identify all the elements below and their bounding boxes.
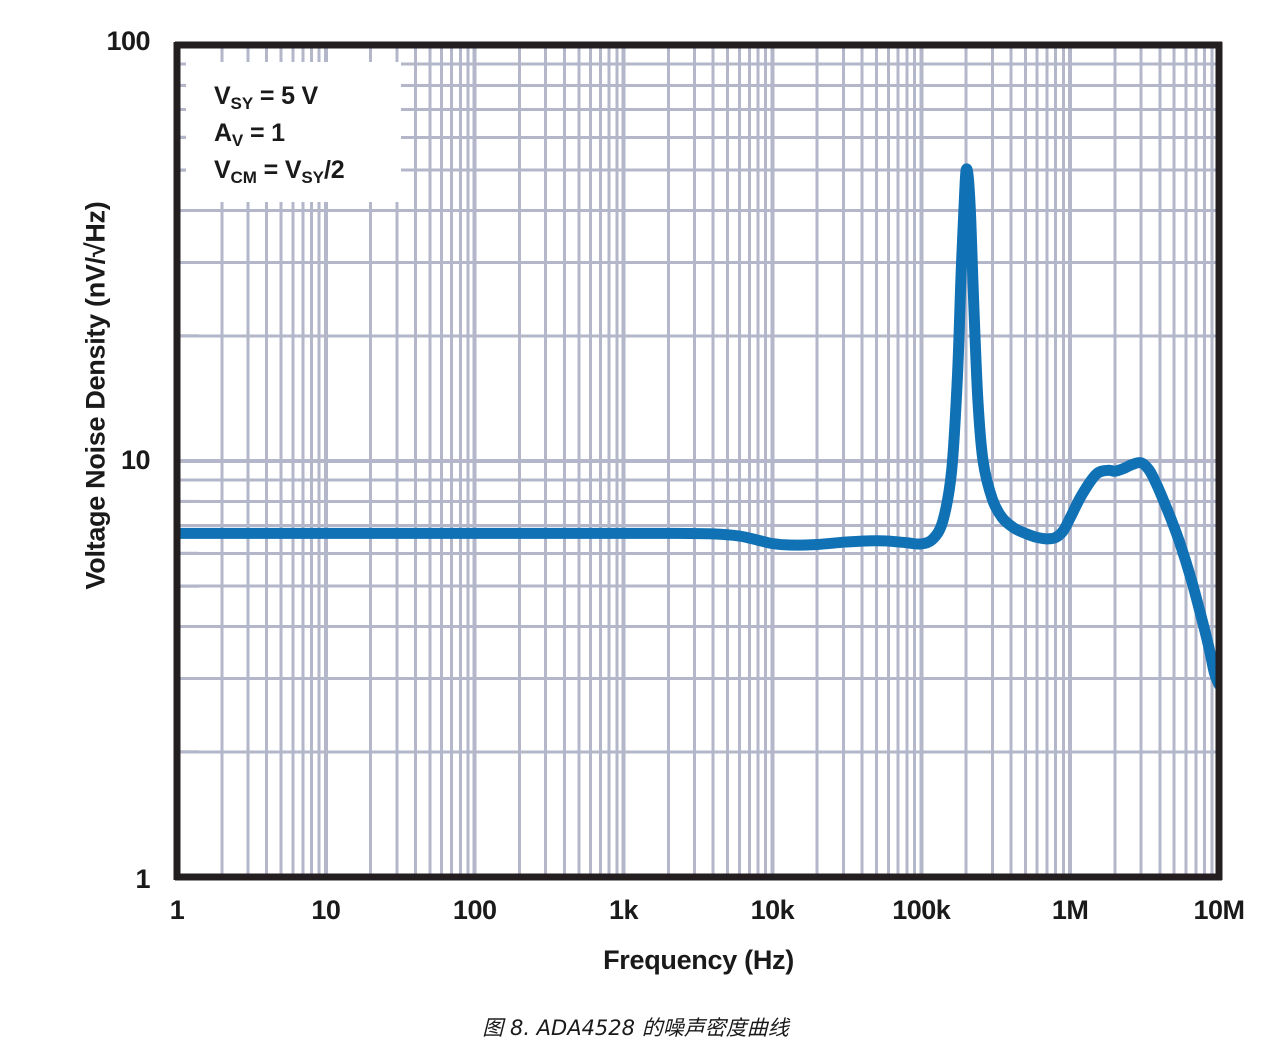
figure-caption-text: 图 8. ADA4528 的噪声密度曲线 (482, 1016, 789, 1040)
y-tick-label-10: 10 (120, 445, 151, 475)
annotation-av: AV = 1 (214, 119, 285, 150)
y-axis-label: Voltage Noise Density (nV/√Hz) (80, 201, 111, 590)
x-axis-label: Frequency (Hz) (603, 945, 794, 975)
x-tick-label-10M: 10M (1193, 895, 1245, 925)
x-tick-label-100k: 100k (892, 895, 951, 925)
x-tick-label-1: 1 (169, 895, 185, 925)
x-tick-label-100: 100 (452, 895, 497, 925)
figure-caption: 图 8. ADA4528 的噪声密度曲线 (0, 1012, 1271, 1042)
x-tick-label-10k: 10k (750, 895, 795, 925)
x-tick-label-1k: 1k (609, 895, 639, 925)
annotation-vsy: VSY = 5 V (214, 82, 318, 113)
x-tick-label-10: 10 (311, 895, 341, 925)
data-series-line (175, 163, 1222, 691)
annotation-vcm: VCM = VSY/2 (214, 156, 345, 187)
x-tick-label-1M: 1M (1051, 895, 1089, 925)
y-tick-label-100: 100 (106, 26, 150, 56)
y-tick-label-1: 1 (135, 864, 150, 894)
axis-frame (173, 41, 1223, 881)
annotation-box (186, 62, 401, 202)
